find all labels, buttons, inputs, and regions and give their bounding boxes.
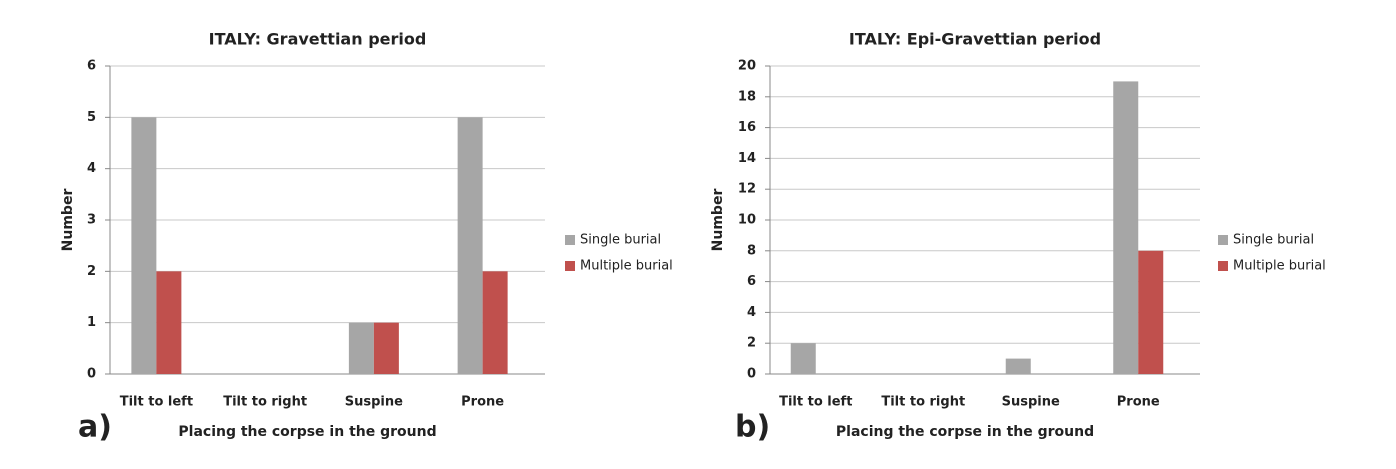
bar <box>457 117 483 374</box>
x-tick-label: Tilt to right <box>223 395 307 410</box>
legend-swatch <box>565 261 575 271</box>
y-tick-label: 2 <box>747 336 756 351</box>
y-axis-title: Number <box>710 189 726 252</box>
y-tick-label: 6 <box>87 59 96 74</box>
y-tick-label: 0 <box>87 367 96 382</box>
y-axis-title: Number <box>60 189 76 252</box>
y-tick-label: 8 <box>747 243 756 258</box>
x-tick-label: Prone <box>1117 395 1160 410</box>
x-axis-title: Placing the corpse in the ground <box>178 424 436 440</box>
y-tick-label: 12 <box>738 182 756 197</box>
chart-title: ITALY: Epi-Gravettian period <box>849 30 1101 49</box>
x-tick-label: Tilt to left <box>120 395 193 410</box>
x-axis-title: Placing the corpse in the ground <box>836 424 1094 440</box>
y-tick-label: 6 <box>747 274 756 289</box>
x-tick-label: Tilt to left <box>779 395 852 410</box>
panel-label: a) <box>78 410 112 445</box>
legend-label: Multiple burial <box>580 259 673 274</box>
bar <box>373 322 399 374</box>
legend-label: Multiple burial <box>1233 259 1326 274</box>
y-tick-label: 2 <box>87 264 96 279</box>
y-tick-label: 4 <box>87 161 96 176</box>
bar <box>348 322 374 374</box>
bar <box>1113 81 1139 375</box>
legend-label: Single burial <box>1233 233 1314 248</box>
panel-label: b) <box>735 410 770 445</box>
x-tick-label: Prone <box>461 395 504 410</box>
y-tick-label: 1 <box>87 315 96 330</box>
bar <box>156 271 182 374</box>
y-tick-label: 3 <box>87 213 96 228</box>
chart-title: ITALY: Gravettian period <box>209 30 427 49</box>
legend-label: Single burial <box>580 233 661 248</box>
y-tick-label: 5 <box>87 110 96 125</box>
y-tick-label: 0 <box>747 367 756 382</box>
x-tick-label: Tilt to right <box>881 395 965 410</box>
bar <box>131 117 157 374</box>
y-tick-label: 18 <box>738 89 756 104</box>
x-tick-label: Suspine <box>345 395 403 410</box>
y-tick-label: 20 <box>738 59 756 74</box>
legend-swatch <box>1218 261 1228 271</box>
x-tick-label: Suspine <box>1002 395 1060 410</box>
bar <box>1138 250 1164 374</box>
bar <box>1005 358 1031 374</box>
y-tick-label: 16 <box>738 120 756 135</box>
bar <box>482 271 508 374</box>
legend-swatch <box>1218 235 1228 245</box>
y-tick-label: 4 <box>747 305 756 320</box>
legend-swatch <box>565 235 575 245</box>
y-tick-label: 14 <box>738 151 756 166</box>
y-tick-label: 10 <box>738 213 756 228</box>
bar <box>790 343 816 374</box>
